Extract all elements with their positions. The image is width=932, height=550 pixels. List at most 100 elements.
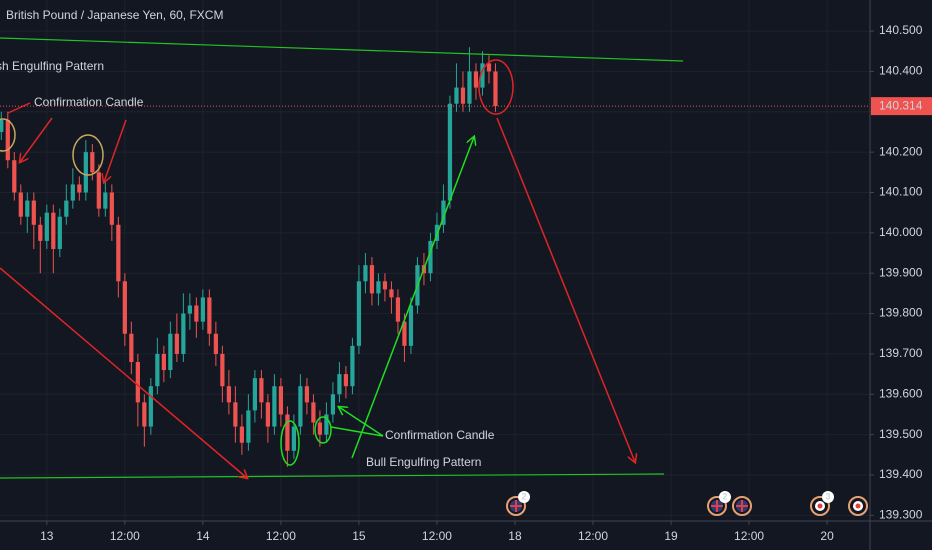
candle-body: [428, 240, 433, 274]
candle-body: [18, 192, 23, 217]
pointer-line: [7, 102, 31, 114]
support-line: [0, 473, 665, 479]
candle-body: [317, 422, 323, 435]
candle-body: [395, 297, 401, 322]
candle-body: [31, 200, 36, 225]
candle-body: [122, 281, 127, 334]
y-tick-label: 139.900: [879, 265, 923, 279]
x-tick-label: 20: [820, 529, 834, 543]
highlight-circle: [72, 134, 104, 176]
event-count: 2: [722, 491, 727, 501]
candle-body: [96, 172, 101, 209]
candle-body: [330, 394, 336, 415]
candle-body: [129, 333, 134, 362]
y-tick-label: 140.100: [879, 185, 923, 199]
drawings: sh Engulfing Pattern Confirmation Candle C…: [0, 37, 684, 479]
y-tick-label: 139.400: [879, 467, 923, 481]
candle-body: [298, 386, 303, 427]
last-price-label: 140.314: [879, 98, 923, 112]
y-tick-label: 140.200: [879, 144, 923, 158]
y-tick-label: 140.400: [879, 64, 923, 78]
annotation: Confirmation Candle: [34, 95, 144, 109]
candle-body: [38, 224, 43, 241]
annotation: Confirmation Candle: [385, 428, 495, 442]
candle-body: [148, 386, 153, 427]
x-tick-label: 13: [40, 529, 54, 543]
candle-body: [64, 200, 69, 217]
y-tick-label: 139.600: [879, 386, 923, 400]
candle-body: [57, 216, 62, 249]
x-tick-label: 12:00: [422, 529, 452, 543]
candle-body: [135, 361, 140, 403]
pointer-line: [330, 426, 384, 437]
candle-body: [200, 297, 205, 322]
candle-body: [311, 402, 316, 423]
y-tick-label: 139.500: [879, 427, 923, 441]
event-flag-cross: [510, 500, 522, 512]
candle-body: [12, 160, 17, 193]
event-target-dot: [855, 503, 861, 509]
y-tick-label: 139.300: [879, 508, 923, 522]
candle-body: [142, 402, 147, 427]
candle-body: [174, 333, 179, 354]
last-price-tag: [871, 97, 932, 116]
candle-body: [324, 414, 329, 435]
candle-body: [356, 281, 362, 346]
candle-body: [155, 353, 160, 387]
y-tick-label: 139.700: [879, 346, 923, 360]
candle-body: [51, 212, 56, 249]
down-arrow: [0, 267, 247, 478]
pointer-arrow: [339, 407, 384, 437]
axes: 139.300 139.400 139.500 139.600 139.700 139.8…: [0, 23, 932, 543]
candle-body: [252, 378, 258, 411]
candle-body: [168, 333, 173, 371]
candle-body: [350, 345, 355, 387]
x-tick-label: 15: [352, 529, 366, 543]
candle-body: [304, 386, 310, 403]
x-tick-label: 12:00: [734, 529, 764, 543]
candle-body: [226, 386, 231, 403]
candle-body: [239, 426, 244, 443]
highlight-circle: [314, 416, 332, 444]
annotation: sh Engulfing Pattern: [0, 59, 104, 73]
candle-body: [90, 152, 95, 173]
event-flag-cross: [711, 500, 723, 512]
candle-body: [402, 321, 407, 346]
forecast-arrow: [496, 117, 635, 462]
candle-body: [194, 305, 199, 322]
candle-body: [187, 305, 192, 314]
event-target-dot: [817, 503, 823, 509]
candle-body: [460, 87, 466, 104]
candle-body: [337, 374, 342, 395]
candle-body: [77, 184, 82, 193]
event-count: 2: [521, 491, 526, 501]
highlight-circle: [0, 118, 16, 152]
candle-body: [467, 71, 472, 104]
candle-body: [272, 386, 277, 427]
pointer-arrow: [20, 117, 53, 162]
candle-body: [447, 103, 453, 201]
candle-body: [5, 119, 10, 161]
candle-body: [259, 378, 264, 403]
candle-body: [246, 410, 251, 443]
x-tick-label: 18: [508, 529, 522, 543]
y-tick-label: 140.000: [879, 225, 923, 239]
candle-body: [285, 414, 290, 451]
candle-body: [233, 402, 238, 427]
annotation: Bull Engulfing Pattern: [366, 455, 481, 469]
candle-body: [493, 71, 498, 107]
candle-body: [213, 333, 218, 354]
event-flag-cross: [736, 500, 748, 512]
candle-body: [408, 305, 414, 346]
candles: [0, 47, 498, 467]
candle-body: [278, 386, 284, 415]
event-badge: [518, 491, 530, 503]
x-tick-label: 12:00: [110, 529, 140, 543]
pointer-arrow: [104, 119, 127, 182]
x-tick-label: 12:00: [578, 529, 608, 543]
up-arrow: [351, 137, 474, 459]
candle-body: [291, 426, 297, 451]
price-axis: [870, 0, 932, 550]
